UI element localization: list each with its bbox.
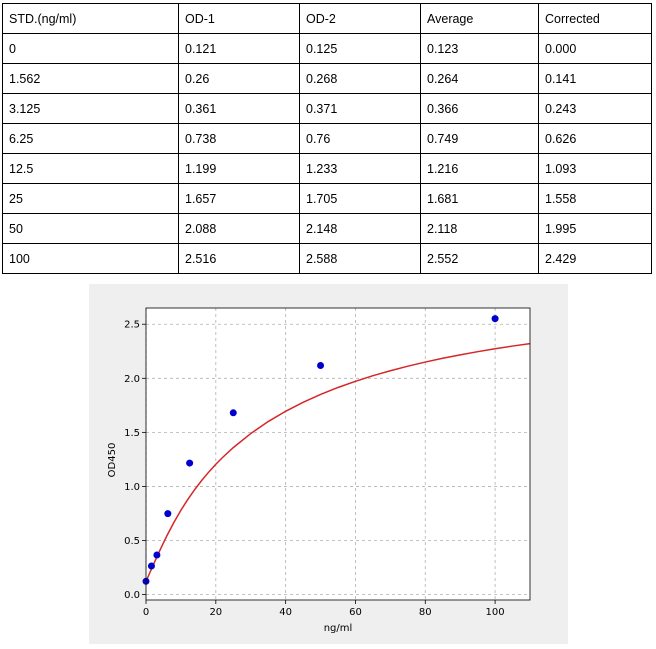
table-cell: 1.558	[538, 183, 652, 214]
y-tick-label: 2.0	[124, 374, 140, 385]
data-point	[317, 362, 325, 370]
table-row: 25 1.657 1.705 1.681 1.558	[2, 183, 652, 214]
y-tick-label: 0.5	[124, 536, 140, 547]
table-cell: 2.118	[420, 213, 539, 244]
x-axis-label: ng/ml	[324, 623, 353, 634]
table-cell: 6.25	[2, 123, 179, 154]
chart-svg: ng/ml OD450 0 20 40 60 80 100 0.0 0.5 1.0 1.5 2.0 2…	[107, 307, 531, 634]
table-cell: 0	[2, 33, 179, 64]
table-cell: 1.233	[299, 153, 421, 184]
y-axis-label: OD450	[107, 443, 118, 478]
data-point	[491, 315, 499, 323]
x-tick-label: 60	[349, 607, 362, 618]
table-cell: 25	[2, 183, 179, 214]
table-cell: 0.366	[420, 93, 539, 124]
table-cell: 1.093	[538, 153, 652, 184]
data-point	[147, 562, 155, 570]
data-point	[164, 510, 172, 518]
table-cell: 0.749	[420, 123, 539, 154]
table-cell: 2.516	[178, 243, 300, 274]
table-cell: 3.125	[2, 93, 179, 124]
header-od1: OD-1	[178, 3, 300, 34]
table-cell: 0.243	[538, 93, 652, 124]
table-header-row: STD.(ng/ml) OD-1 OD-2 Average Corrected	[2, 3, 652, 34]
table-cell: 2.552	[420, 243, 539, 274]
table-cell: 12.5	[2, 153, 179, 184]
table-cell: 0.76	[299, 123, 421, 154]
table-row: 12.5 1.199 1.233 1.216 1.093	[2, 153, 652, 184]
table-row: 100 2.516 2.588 2.552 2.429	[2, 243, 652, 274]
table-cell: 1.562	[2, 63, 179, 94]
table-cell: 0.141	[538, 63, 652, 94]
table-row: 0 0.121 0.125 0.123 0.000	[2, 33, 652, 64]
table-cell: 0.125	[299, 33, 421, 64]
data-point	[186, 459, 194, 467]
table-row: 6.25 0.738 0.76 0.749 0.626	[2, 123, 652, 154]
table-cell: 1.216	[420, 153, 539, 184]
plot-area	[146, 308, 530, 600]
table-cell: 1.681	[420, 183, 539, 214]
data-point	[153, 551, 161, 559]
table-cell: 1.705	[299, 183, 421, 214]
table-cell: 1.199	[178, 153, 300, 184]
standard-data-table: STD.(ng/ml) OD-1 OD-2 Average Corrected …	[2, 3, 652, 274]
table-cell: 0.626	[538, 123, 652, 154]
x-tick-label: 0	[143, 607, 149, 618]
table-cell: 0.000	[538, 33, 652, 64]
fit-curve-line	[145, 342, 531, 582]
table-cell: 2.429	[538, 243, 652, 274]
table-cell: 2.088	[178, 213, 300, 244]
header-od2: OD-2	[299, 3, 421, 34]
table-cell: 50	[2, 213, 179, 244]
x-tick-label: 20	[209, 607, 222, 618]
table-cell: 0.361	[178, 93, 300, 124]
table-cell: 2.148	[299, 213, 421, 244]
x-tick-label: 80	[419, 607, 432, 618]
x-tick-label: 100	[486, 607, 505, 618]
header-std: STD.(ng/ml)	[2, 3, 179, 34]
table-cell: 0.123	[420, 33, 539, 64]
table-cell: 100	[2, 243, 179, 274]
data-point	[229, 409, 237, 417]
y-tick-label: 1.0	[124, 482, 140, 493]
table-cell: 2.588	[299, 243, 421, 274]
table-row: 1.562 0.26 0.268 0.264 0.141	[2, 63, 652, 94]
x-tick-label: 40	[279, 607, 292, 618]
table-row: 3.125 0.361 0.371 0.366 0.243	[2, 93, 652, 124]
table-cell: 0.121	[178, 33, 300, 64]
header-corrected: Corrected	[538, 3, 652, 34]
table-row: 50 2.088 2.148 2.118 1.995	[2, 213, 652, 244]
plot-frame	[145, 307, 531, 601]
table-cell: 0.264	[420, 63, 539, 94]
y-tick-label: 1.5	[124, 428, 140, 439]
table-cell: 0.371	[299, 93, 421, 124]
table-cell: 0.738	[178, 123, 300, 154]
standard-curve-chart: ng/ml OD450 0 20 40 60 80 100 0.0 0.5 1.0 1.5 2.0 2…	[89, 284, 568, 644]
table-cell: 1.657	[178, 183, 300, 214]
table-cell: 0.26	[178, 63, 300, 94]
header-average: Average	[420, 3, 539, 34]
table-cell: 1.995	[538, 213, 652, 244]
table-cell: 0.268	[299, 63, 421, 94]
y-tick-label: 0.0	[124, 590, 140, 601]
y-tick-label: 2.5	[124, 320, 140, 331]
